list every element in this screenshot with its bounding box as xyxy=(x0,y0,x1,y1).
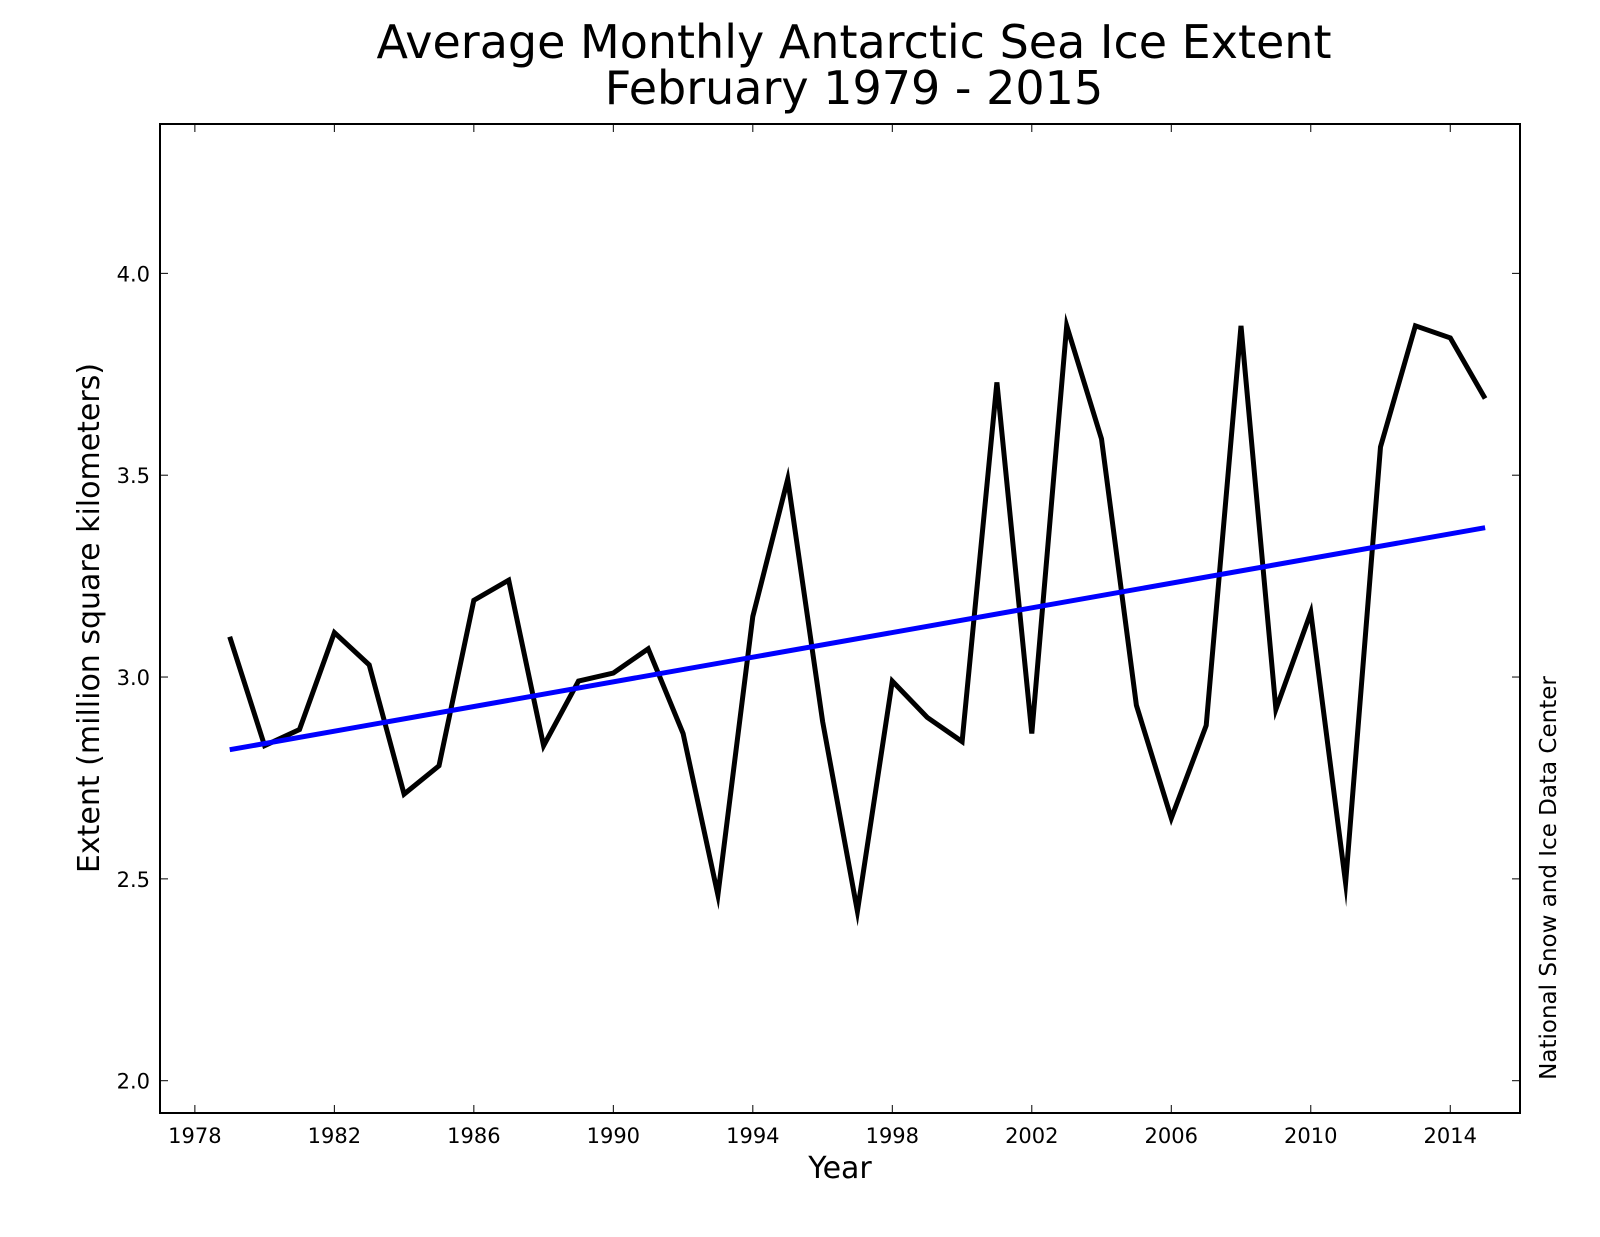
x-tick-label: 2006 xyxy=(1145,1124,1198,1148)
y-tick-label: 2.5 xyxy=(117,868,150,892)
y-axis-ticks: 2.0 2.5 3.0 3.5 4.0 xyxy=(117,262,1520,1094)
x-tick-label: 2010 xyxy=(1284,1124,1337,1148)
x-tick-label: 2014 xyxy=(1424,1124,1477,1148)
x-tick-label: 1986 xyxy=(447,1124,500,1148)
series-layer xyxy=(227,312,1488,927)
plot-area: 1978 1982 1986 1990 1994 1998 2002 2006 2010 2014… xyxy=(117,123,1521,1148)
y-tick-label: 4.0 xyxy=(117,262,150,286)
chart-subtitle: February 1979 - 2015 xyxy=(605,61,1103,115)
y-tick-label: 3.0 xyxy=(117,666,150,690)
plot-frame xyxy=(159,123,1521,1114)
y-tick-label: 3.5 xyxy=(117,464,150,488)
extent-series-line xyxy=(227,312,1488,927)
trend-line xyxy=(229,525,1486,753)
x-tick-label: 1998 xyxy=(866,1124,919,1148)
x-tick-label: 1990 xyxy=(587,1124,640,1148)
x-axis-ticks: 1978 1982 1986 1990 1994 1998 2002 2006 2010 2014 xyxy=(168,124,1477,1148)
x-tick-label: 1978 xyxy=(168,1124,221,1148)
x-axis-label: Year xyxy=(807,1151,872,1186)
chart-title: Average Monthly Antarctic Sea Ice Extent xyxy=(377,15,1332,69)
x-tick-label: 2002 xyxy=(1005,1124,1058,1148)
credit-label: National Snow and Ice Data Center xyxy=(1536,676,1562,1080)
y-axis-label: Extent (million square kilometers) xyxy=(72,363,107,873)
x-tick-label: 1982 xyxy=(308,1124,361,1148)
x-tick-label: 1994 xyxy=(726,1124,779,1148)
y-tick-label: 2.0 xyxy=(117,1070,150,1094)
